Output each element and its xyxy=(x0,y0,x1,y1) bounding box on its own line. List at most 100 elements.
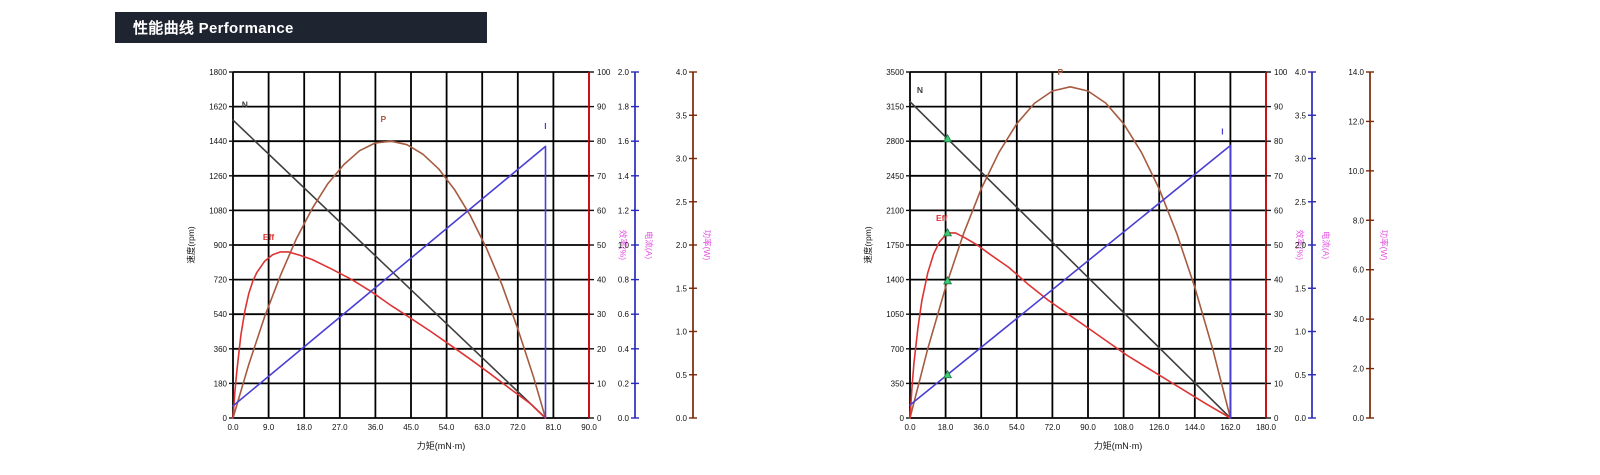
speed-tick-label: 360 xyxy=(214,345,228,354)
performance-chart-right: 0.0 18.0 36.0 54.0 72.0 90.0 108.0 126.0 144.0 16… xyxy=(860,58,1408,470)
current-tick-label: 3.0 xyxy=(1295,155,1307,164)
efficiency-tick-label: 100 xyxy=(1274,68,1288,77)
curve-N xyxy=(909,100,1232,419)
operating-point-marker xyxy=(943,133,953,143)
power-tick-label: 0.0 xyxy=(1353,414,1365,423)
current-tick-label: 0.2 xyxy=(618,379,630,388)
section-title: 性能曲线 Performance xyxy=(133,20,294,37)
speed-axis-title: 速度(rpm) xyxy=(186,226,196,263)
power-tick-label: 2.0 xyxy=(676,241,688,250)
power-tick-label: 14.0 xyxy=(1348,68,1364,77)
x-tick-label: 0.0 xyxy=(904,423,916,432)
x-tick-label: 0.0 xyxy=(227,423,239,432)
curve-label-N: N xyxy=(242,100,248,110)
speed-tick-label: 3150 xyxy=(886,103,904,112)
efficiency-tick-label: 0 xyxy=(597,414,602,423)
x-tick-label: 18.0 xyxy=(296,423,312,432)
speed-tick-label: 180 xyxy=(214,379,228,388)
speed-tick-label: 2450 xyxy=(886,172,904,181)
power-tick-label: 2.5 xyxy=(676,198,688,207)
x-tick-label: 162.0 xyxy=(1220,423,1241,432)
power-tick-label: 2.0 xyxy=(1353,365,1365,374)
efficiency-tick-label: 40 xyxy=(1274,276,1283,285)
efficiency-tick-label: 40 xyxy=(597,276,606,285)
curve-Eff xyxy=(909,232,1232,419)
current-axis-title: 电流(A) xyxy=(1321,231,1331,260)
power-tick-label: 4.0 xyxy=(676,68,688,77)
power-tick-label: 10.0 xyxy=(1348,167,1364,176)
efficiency-tick-label: 50 xyxy=(597,241,606,250)
speed-tick-label: 350 xyxy=(891,379,905,388)
curve-N xyxy=(232,119,547,419)
speed-tick-label: 1400 xyxy=(886,276,904,285)
curve-Eff xyxy=(232,251,547,419)
current-axis-title: 电流(A) xyxy=(644,231,654,260)
efficiency-tick-label: 60 xyxy=(1274,206,1283,215)
x-tick-label: 72.0 xyxy=(1045,423,1061,432)
x-tick-label: 45.0 xyxy=(403,423,419,432)
efficiency-tick-label: 30 xyxy=(1274,310,1283,319)
x-tick-label: 90.0 xyxy=(1080,423,1096,432)
speed-tick-label: 2100 xyxy=(886,206,904,215)
efficiency-tick-label: 70 xyxy=(1274,172,1283,181)
torque-axis-title: 力矩(mN·m) xyxy=(1094,440,1143,451)
efficiency-tick-label: 80 xyxy=(1274,137,1283,146)
curve-label-P: P xyxy=(1057,67,1063,77)
current-tick-label: 2.5 xyxy=(1295,198,1307,207)
current-tick-label: 1.8 xyxy=(618,103,630,112)
efficiency-axis-title: 效率(%) xyxy=(618,230,628,260)
efficiency-tick-label: 60 xyxy=(597,206,606,215)
speed-tick-label: 1050 xyxy=(886,310,904,319)
speed-tick-label: 1800 xyxy=(209,68,227,77)
efficiency-tick-label: 100 xyxy=(597,68,611,77)
power-tick-label: 12.0 xyxy=(1348,117,1364,126)
torque-axis-title: 力矩(mN·m) xyxy=(417,440,466,451)
power-tick-label: 0.5 xyxy=(676,371,688,380)
speed-tick-label: 1260 xyxy=(209,172,227,181)
current-tick-label: 0.6 xyxy=(618,310,630,319)
power-tick-label: 1.0 xyxy=(676,328,688,337)
current-tick-label: 1.6 xyxy=(618,137,630,146)
speed-tick-label: 1750 xyxy=(886,241,904,250)
x-tick-label: 36.0 xyxy=(368,423,384,432)
x-tick-label: 18.0 xyxy=(938,423,954,432)
x-tick-label: 144.0 xyxy=(1185,423,1206,432)
x-tick-label: 90.0 xyxy=(581,423,597,432)
efficiency-tick-label: 50 xyxy=(1274,241,1283,250)
x-tick-label: 81.0 xyxy=(546,423,562,432)
efficiency-tick-label: 70 xyxy=(597,172,606,181)
current-tick-label: 3.5 xyxy=(1295,111,1307,120)
current-tick-label: 1.5 xyxy=(1295,284,1307,293)
x-tick-label: 54.0 xyxy=(439,423,455,432)
current-tick-label: 0.0 xyxy=(618,414,630,423)
x-tick-label: 72.0 xyxy=(510,423,526,432)
power-axis-title: 功率(W) xyxy=(1379,230,1389,261)
power-tick-label: 3.5 xyxy=(676,111,688,120)
current-tick-label: 1.4 xyxy=(618,172,630,181)
curve-I xyxy=(909,144,1232,419)
x-tick-label: 126.0 xyxy=(1149,423,1170,432)
curve-label-N: N xyxy=(917,85,923,95)
efficiency-tick-label: 30 xyxy=(597,310,606,319)
chart-svg: 0.0 18.0 36.0 54.0 72.0 90.0 108.0 126.0 144.0 16… xyxy=(863,67,1389,451)
x-tick-label: 108.0 xyxy=(1114,423,1135,432)
current-tick-label: 0.8 xyxy=(618,276,630,285)
current-tick-label: 2.0 xyxy=(1295,241,1307,250)
operating-point-marker xyxy=(943,228,953,237)
x-tick-label: 54.0 xyxy=(1009,423,1025,432)
speed-tick-label: 1620 xyxy=(209,103,227,112)
power-axis-title: 功率(W) xyxy=(702,230,712,261)
power-tick-label: 0.0 xyxy=(676,414,688,423)
current-tick-label: 1.2 xyxy=(618,206,630,215)
current-tick-label: 1.0 xyxy=(618,241,630,250)
x-tick-label: 63.0 xyxy=(474,423,490,432)
efficiency-tick-label: 20 xyxy=(597,345,606,354)
speed-tick-label: 1440 xyxy=(209,137,227,146)
efficiency-tick-label: 90 xyxy=(1274,103,1283,112)
speed-tick-label: 540 xyxy=(214,310,228,319)
current-tick-label: 4.0 xyxy=(1295,68,1307,77)
x-tick-label: 36.0 xyxy=(973,423,989,432)
x-tick-label: 9.0 xyxy=(263,423,275,432)
x-tick-label: 180.0 xyxy=(1256,423,1277,432)
efficiency-tick-label: 0 xyxy=(1274,414,1279,423)
